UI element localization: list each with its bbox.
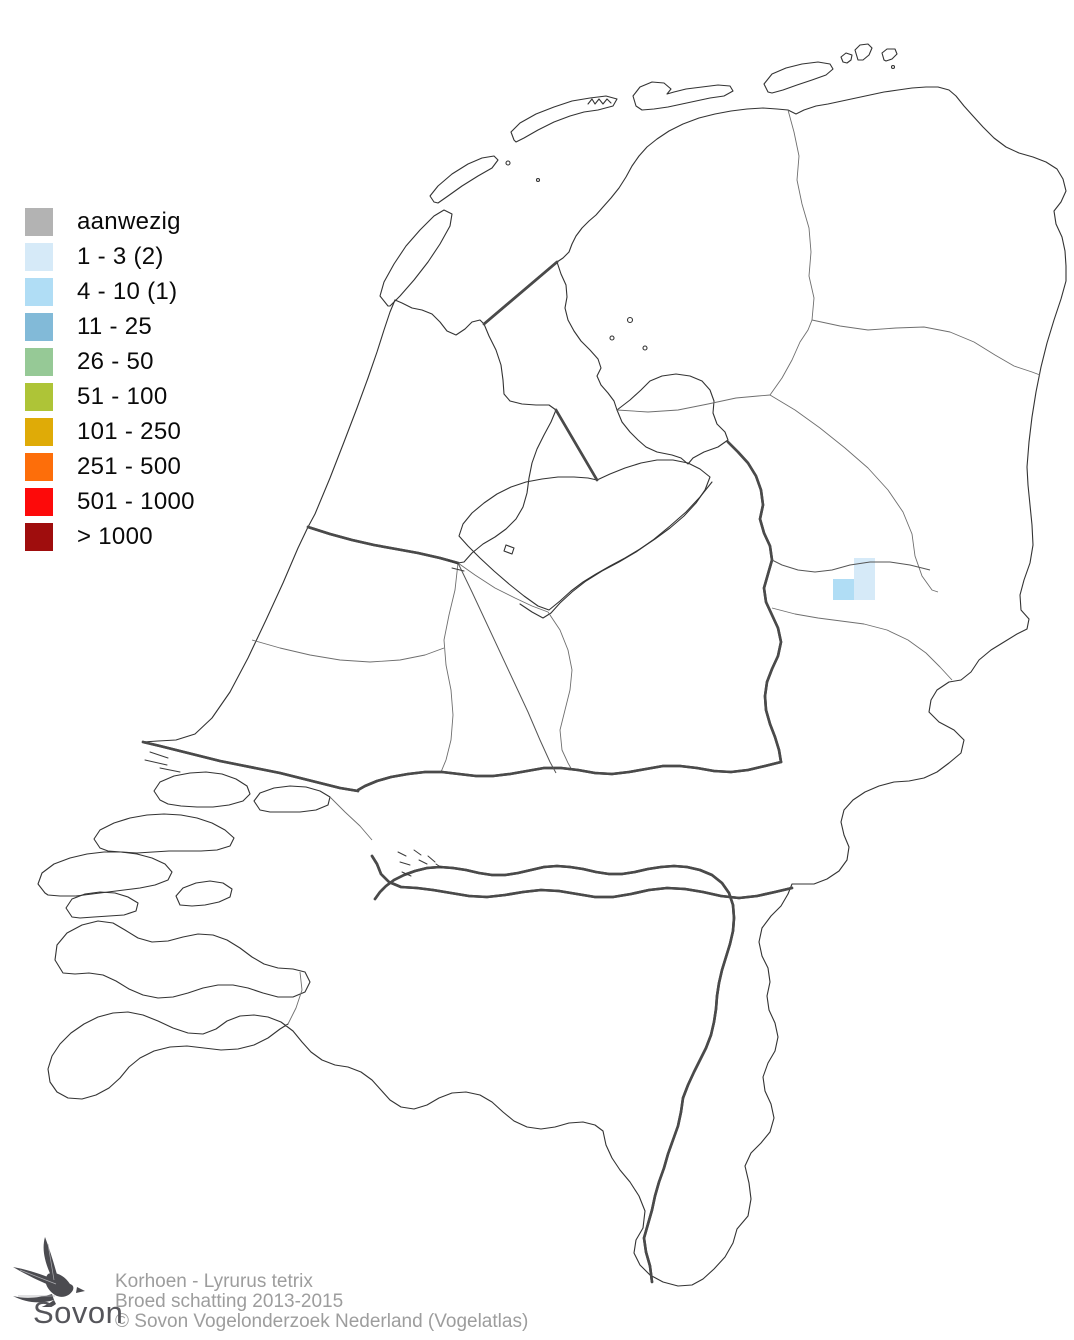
legend-item: 26 - 50 bbox=[25, 344, 195, 379]
legend-swatch bbox=[25, 242, 53, 271]
legend-item: 11 - 25 bbox=[25, 309, 195, 344]
atlas-cell bbox=[833, 579, 854, 600]
legend-swatch bbox=[25, 522, 53, 551]
flevoland-polders bbox=[458, 373, 729, 619]
caption-survey: Broed schatting 2013-2015 bbox=[115, 1291, 344, 1312]
legend-swatch bbox=[25, 452, 53, 481]
legend-swatch bbox=[25, 487, 53, 516]
sovon-swallow-icon bbox=[13, 1237, 85, 1307]
legend-item: > 1000 bbox=[25, 519, 195, 554]
legend-label: aanwezig bbox=[77, 207, 181, 235]
atlas-cell bbox=[854, 558, 875, 600]
legend-swatch bbox=[25, 347, 53, 376]
legend-label: 101 - 250 bbox=[77, 417, 182, 445]
legend-label: > 1000 bbox=[77, 522, 153, 550]
sovon-logo-text: Sovon bbox=[33, 1295, 124, 1330]
legend-label: 1 - 3 (2) bbox=[77, 242, 164, 270]
legend-label: 26 - 50 bbox=[77, 347, 154, 375]
province-borders bbox=[251, 109, 1041, 1025]
minor-canals bbox=[457, 559, 931, 774]
rivers-centerlines bbox=[141, 260, 794, 1284]
zeeland-delta bbox=[37, 771, 331, 999]
legend-label: 11 - 25 bbox=[77, 312, 153, 340]
legend-label: 4 - 10 (1) bbox=[77, 277, 178, 305]
detail-scribbles bbox=[144, 559, 465, 877]
ijsselmeer-coast bbox=[457, 261, 648, 564]
legend-item: 501 - 1000 bbox=[25, 484, 195, 519]
legend-item: 1 - 3 (2) bbox=[25, 239, 195, 274]
legend-swatch bbox=[25, 417, 53, 446]
caption-species: Korhoen - Lyrurus tetrix bbox=[115, 1271, 313, 1292]
legend-item: aanwezig bbox=[25, 204, 195, 239]
legend-label: 501 - 1000 bbox=[77, 487, 195, 515]
legend-item: 4 - 10 (1) bbox=[25, 274, 195, 309]
legend-swatch bbox=[25, 312, 53, 341]
legend-item: 101 - 250 bbox=[25, 414, 195, 449]
map-caption: Korhoen - Lyrurus tetrix Broed schatting… bbox=[115, 1272, 528, 1332]
legend-swatch bbox=[25, 277, 53, 306]
wadden-islands bbox=[379, 43, 898, 307]
atlas-cells bbox=[833, 558, 875, 600]
legend-label: 51 - 100 bbox=[77, 382, 168, 410]
legend-label: 251 - 500 bbox=[77, 452, 182, 480]
legend: aanwezig 1 - 3 (2) 4 - 10 (1) 11 - 25 26 - 5… bbox=[25, 204, 195, 554]
legend-item: 251 - 500 bbox=[25, 449, 195, 484]
legend-swatch bbox=[25, 207, 53, 236]
legend-item: 51 - 100 bbox=[25, 379, 195, 414]
mainland-coastline bbox=[47, 86, 1067, 1287]
rivers-and-dikes bbox=[141, 260, 794, 1284]
legend-swatch bbox=[25, 382, 53, 411]
caption-copyright: © Sovon Vogelonderzoek Nederland (Vogela… bbox=[115, 1311, 529, 1332]
